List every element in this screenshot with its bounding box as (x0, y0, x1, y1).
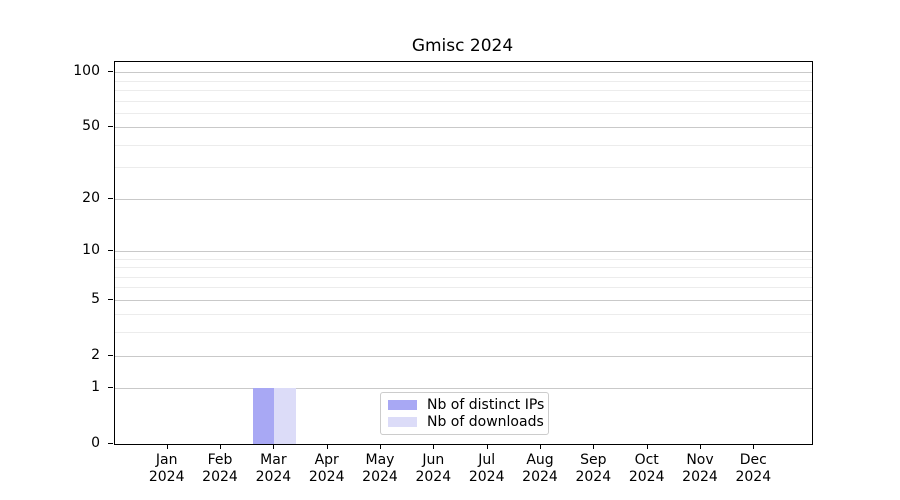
y-tick-mark (108, 354, 113, 356)
legend: Nb of distinct IPs Nb of downloads (380, 392, 549, 435)
bar-distinct-ips (253, 388, 275, 444)
gridline-major (115, 72, 812, 74)
x-tick-mark (326, 444, 328, 449)
gridline-minor (115, 314, 812, 316)
legend-swatch (388, 416, 417, 427)
y-tick-mark (108, 443, 113, 444)
x-tick-label: Jan 2024 (148, 452, 185, 485)
gridline-minor (115, 287, 812, 289)
legend-item: Nb of distinct IPs (388, 397, 545, 414)
x-tick-label: Jun 2024 (415, 452, 452, 485)
gridline-minor (115, 90, 812, 91)
x-tick-mark (700, 444, 701, 449)
x-tick-mark (593, 444, 595, 449)
gridline-minor (115, 276, 812, 278)
y-tick-label: 10 (82, 241, 100, 258)
y-tick-mark (108, 126, 113, 128)
gridline-major (115, 299, 812, 301)
y-tick-mark (108, 197, 113, 199)
x-tick-label: Dec 2024 (735, 452, 772, 485)
x-tick-mark (646, 444, 648, 449)
y-tick-mark (108, 387, 113, 389)
y-tick-label: 50 (82, 118, 100, 135)
x-tick-mark (486, 444, 488, 449)
y-tick-mark (108, 71, 113, 73)
x-tick-label: May 2024 (362, 452, 398, 485)
y-tick-label: 1 (91, 379, 100, 396)
x-tick-label: Apr 2024 (308, 452, 345, 485)
x-tick-label: Nov 2024 (682, 452, 718, 485)
legend-label: Nb of downloads (427, 413, 544, 430)
gridline-minor (115, 112, 812, 114)
x-tick-label: Jul 2024 (468, 452, 505, 485)
y-tick-label: 0 (91, 435, 100, 451)
legend-item: Nb of downloads (388, 413, 544, 430)
x-tick-mark (273, 444, 275, 449)
x-tick-mark (540, 444, 541, 449)
gridline-major (115, 355, 812, 357)
gridline-minor (115, 267, 812, 268)
gridline-minor (115, 167, 812, 169)
x-tick-label: Sep 2024 (575, 452, 612, 485)
gridline-major (115, 250, 812, 252)
gridline-major (115, 388, 812, 390)
x-tick-mark (753, 444, 755, 449)
y-tick-label: 100 (73, 63, 100, 80)
x-tick-label: Feb 2024 (202, 452, 238, 485)
x-tick-label: Aug 2024 (522, 452, 558, 485)
x-tick-label: Oct 2024 (628, 452, 665, 485)
bar-downloads (274, 388, 296, 444)
legend-swatch (388, 400, 417, 411)
y-tick-mark (108, 249, 113, 251)
gridline-minor (115, 144, 812, 146)
chart-title: Gmisc 2024 (411, 36, 514, 56)
legend-label: Nb of distinct IPs (427, 397, 545, 414)
plot-area: Nb of distinct IPs Nb of downloads (114, 61, 813, 445)
gridline-minor (115, 100, 812, 102)
gridline-minor (115, 332, 812, 334)
gridline-major (115, 127, 812, 129)
y-tick-label: 2 (91, 346, 100, 363)
gridline-major (115, 198, 812, 200)
x-tick-mark (166, 444, 168, 449)
y-tick-label: 20 (82, 189, 100, 206)
x-tick-label: Mar 2024 (255, 452, 292, 485)
y-tick-mark (108, 298, 113, 300)
y-tick-label: 5 (91, 290, 100, 307)
x-tick-mark (380, 444, 381, 449)
gridline-minor (115, 258, 812, 260)
x-tick-mark (433, 444, 435, 449)
gridline-minor (115, 80, 812, 82)
x-tick-mark (220, 444, 221, 449)
